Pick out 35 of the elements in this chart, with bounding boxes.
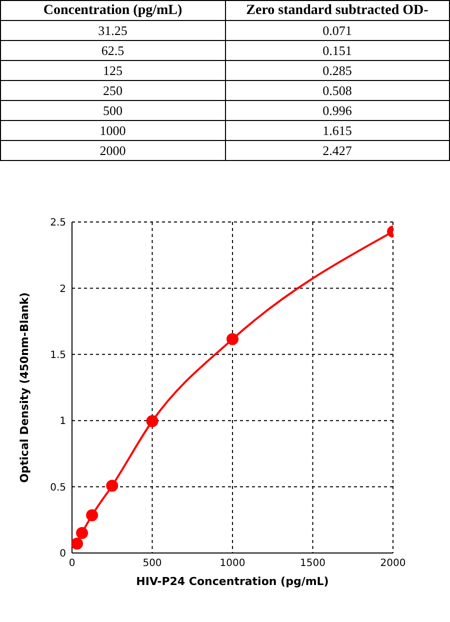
- data-label: 0.508: [225, 80, 450, 100]
- data-label: 0.996: [225, 100, 450, 120]
- point: [106, 480, 118, 492]
- category-label: 250: [0, 80, 225, 100]
- y-tick-label: 1: [60, 416, 66, 428]
- x-axis-title: HIV-P24 Concentration (pg/mL): [136, 575, 329, 588]
- x-tick-label: 0: [68, 558, 76, 570]
- point: [86, 509, 98, 522]
- text: Zero standard subtracted OD-: [225, 0, 450, 20]
- y-tick-label: 0: [60, 548, 66, 560]
- y-tick-label: 1.5: [50, 350, 66, 361]
- category-label: 500: [0, 100, 225, 120]
- point: [72, 538, 84, 550]
- category-label: 1000: [0, 120, 225, 140]
- text: Concentration (pg/mL): [0, 0, 225, 20]
- category-label: 62.5: [0, 40, 225, 60]
- category-label: 2000: [0, 140, 225, 160]
- x-tick-label: 500: [142, 558, 162, 570]
- data-label: 1.615: [225, 120, 450, 140]
- x-tick-label: 2000: [380, 558, 406, 570]
- point: [226, 333, 238, 346]
- point: [146, 415, 158, 428]
- data-label: 0.071: [225, 20, 450, 40]
- y-tick-label: 2.5: [50, 218, 66, 229]
- category-label: 125: [0, 60, 225, 80]
- data-label: 2.427: [225, 140, 450, 160]
- x-tick-label: 1000: [220, 558, 246, 570]
- y-tick-label: 2: [60, 284, 66, 295]
- data-label: 0.151: [225, 40, 450, 60]
- point: [76, 527, 88, 540]
- y-tick-label: 0.5: [50, 482, 66, 494]
- x-tick-label: 1500: [300, 558, 326, 570]
- y-axis-title: Optical Density (450nm-Blank): [18, 292, 31, 483]
- category-label: 31.25: [0, 20, 225, 40]
- data-label: 0.285: [225, 60, 450, 80]
